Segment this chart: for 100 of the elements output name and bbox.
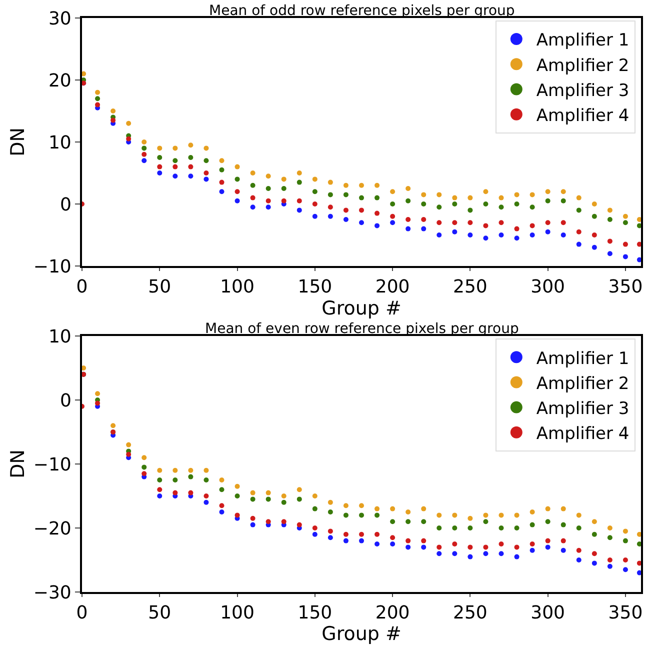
point	[421, 202, 426, 206]
point	[250, 522, 256, 528]
point	[592, 214, 597, 219]
point	[328, 510, 333, 514]
point	[436, 192, 442, 198]
point	[607, 238, 612, 244]
point	[421, 226, 426, 232]
y-tick-label: 30	[48, 8, 72, 30]
x-axis-title: Group #	[322, 298, 402, 320]
point	[468, 208, 473, 213]
point	[452, 542, 458, 546]
legend-label: Amplifier 3	[536, 398, 630, 419]
point	[592, 202, 597, 206]
point	[436, 544, 442, 550]
point	[622, 214, 628, 219]
point	[157, 170, 162, 176]
point	[483, 519, 488, 524]
point	[436, 551, 442, 556]
point	[622, 567, 628, 572]
point	[296, 487, 302, 492]
x-tick-label: 0	[76, 602, 88, 624]
point	[82, 366, 86, 370]
point	[421, 538, 426, 544]
point	[359, 532, 364, 537]
point	[219, 478, 224, 482]
point	[530, 510, 535, 514]
y-axis-title: DN	[6, 128, 29, 156]
point	[234, 494, 240, 498]
point	[576, 229, 582, 234]
point	[468, 526, 473, 530]
point	[374, 542, 380, 546]
point	[328, 180, 333, 185]
point	[514, 554, 520, 560]
point	[204, 158, 209, 164]
point	[234, 484, 240, 489]
point	[560, 189, 566, 194]
point	[452, 526, 458, 530]
point	[296, 522, 302, 528]
point	[636, 242, 641, 247]
point	[452, 229, 458, 234]
point	[530, 204, 535, 210]
point	[483, 236, 488, 241]
legend-label: Amplifier 4	[536, 424, 630, 444]
point	[296, 496, 302, 502]
point	[250, 490, 256, 496]
point	[560, 506, 566, 512]
point	[560, 538, 566, 544]
point	[406, 198, 411, 204]
point	[281, 519, 286, 524]
x-tick-label: 350	[608, 602, 643, 624]
point	[468, 516, 473, 521]
point	[204, 170, 209, 176]
point	[421, 544, 426, 550]
point	[359, 538, 364, 544]
point	[576, 195, 582, 200]
point	[592, 551, 597, 556]
point	[234, 176, 240, 182]
point	[250, 496, 256, 502]
x-tick-label: 150	[298, 276, 332, 298]
point	[406, 538, 411, 544]
point	[592, 532, 597, 537]
point	[312, 532, 318, 537]
x-axis-title: Group #	[322, 623, 402, 645]
x-tick-label: 100	[220, 602, 254, 624]
point	[576, 208, 582, 213]
point	[560, 522, 566, 528]
point	[266, 519, 271, 524]
point	[622, 254, 628, 260]
point	[406, 519, 411, 524]
point	[266, 204, 271, 210]
point	[390, 542, 396, 546]
point	[126, 136, 132, 142]
point	[498, 232, 504, 238]
point	[406, 217, 411, 222]
point	[142, 152, 147, 157]
point	[390, 202, 396, 206]
point	[110, 108, 116, 114]
point	[607, 217, 612, 222]
point	[157, 487, 162, 492]
point	[406, 226, 411, 232]
point	[560, 220, 566, 226]
point	[172, 158, 178, 164]
point	[157, 478, 162, 482]
point	[545, 538, 550, 544]
point	[172, 468, 178, 473]
point	[312, 202, 318, 206]
point	[204, 478, 209, 482]
point	[468, 195, 473, 200]
point	[328, 535, 333, 540]
point	[359, 220, 364, 226]
point	[296, 198, 302, 204]
point	[142, 140, 147, 144]
y-tick-label: 10	[48, 326, 72, 348]
point	[172, 490, 178, 496]
point	[374, 210, 380, 216]
point	[343, 192, 348, 198]
point	[436, 204, 442, 210]
point	[468, 554, 473, 560]
point	[157, 155, 162, 160]
point	[142, 158, 147, 164]
